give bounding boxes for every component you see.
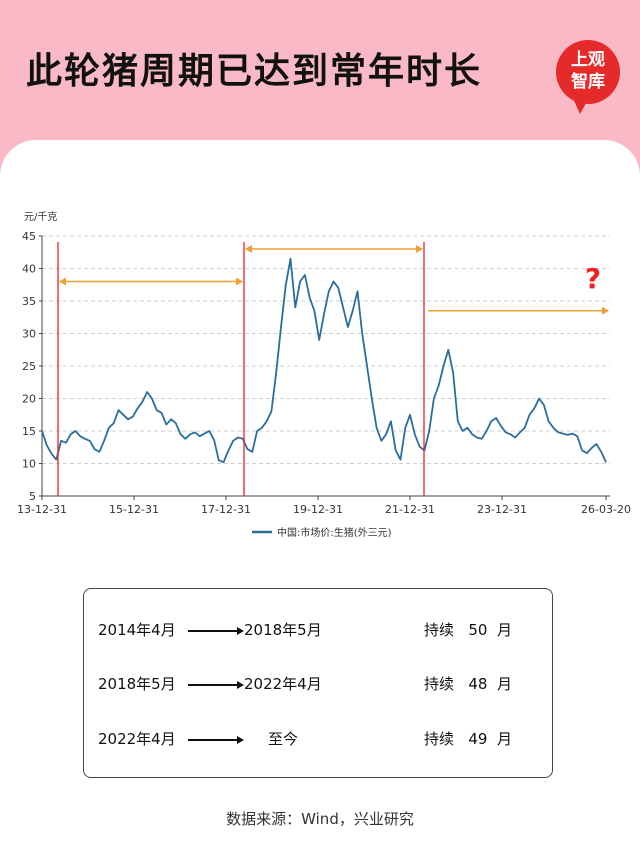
y-tick-label: 20	[22, 393, 36, 406]
logo-line2: 智库	[571, 72, 605, 92]
y-tick-label: 40	[22, 263, 36, 276]
cycle-row-3: 2022年4月 至今 持续 49 月	[84, 728, 552, 752]
x-tick-label: 19-12-31	[293, 503, 343, 516]
cycle-duration: 持续 48 月	[424, 675, 512, 693]
arrowhead-right	[416, 245, 423, 253]
cycle-duration: 持续 50 月	[424, 621, 512, 639]
arrowhead-left	[245, 245, 252, 253]
series-line	[41, 257, 607, 464]
arrowhead-right	[602, 306, 609, 315]
arrow-icon	[188, 681, 244, 688]
arrowhead-left	[59, 277, 66, 286]
arrow-icon	[188, 736, 244, 743]
x-tick-label: 26-03-20	[581, 503, 631, 516]
y-tick-label: 5	[29, 490, 36, 503]
cycle-duration: 持续 49 月	[424, 730, 512, 748]
x-tick-label: 21-12-31	[385, 503, 435, 516]
arrow-icon	[188, 627, 244, 634]
price-chart: 元/千克 5 10 15 20 25 30 35 40 45 13-12-31 15-12-31 17-…	[17, 211, 631, 539]
brand-logo: 上观 智库	[556, 40, 620, 104]
header-banner	[0, 0, 640, 150]
cycle-row-2: 2018年5月 2022年4月 持续 48 月	[84, 673, 552, 697]
cycle-start: 2022年4月	[98, 730, 176, 748]
logo-speech-tail	[572, 96, 590, 114]
y-tick-label: 15	[22, 425, 36, 438]
x-tick-label: 13-12-31	[17, 503, 67, 516]
arrowhead-right	[236, 277, 243, 286]
cycle-table: 2014年4月 2018年5月 持续 50 月 2018年5月 2022年4月 …	[83, 588, 553, 778]
y-axis-label: 元/千克	[24, 211, 57, 223]
x-tick-label: 17-12-31	[201, 503, 251, 516]
y-tick-label: 10	[22, 458, 36, 471]
logo-line1: 上观	[571, 50, 605, 70]
x-tick-label: 15-12-31	[109, 503, 159, 516]
y-tick-label: 30	[22, 328, 36, 341]
cycle-end: 至今	[268, 730, 299, 748]
x-tick-label: 23-12-31	[477, 503, 527, 516]
data-source: 数据来源：Wind，兴业研究	[226, 810, 414, 828]
question-mark: ?	[585, 262, 601, 295]
page-title: 此轮猪周期已达到常年时长	[26, 51, 483, 92]
y-tick-label: 35	[22, 295, 36, 308]
y-tick-label: 45	[22, 230, 36, 243]
cycle-start: 2014年4月	[98, 621, 176, 639]
cycle-end: 2022年4月	[244, 675, 322, 693]
legend-label: 中国:市场价:生猪(外三元)	[277, 526, 392, 539]
cycle-start: 2018年5月	[98, 675, 176, 693]
y-tick-label: 25	[22, 360, 36, 373]
cycle-end: 2018年5月	[244, 621, 322, 639]
cycle-row-1: 2014年4月 2018年5月 持续 50 月	[84, 619, 552, 643]
